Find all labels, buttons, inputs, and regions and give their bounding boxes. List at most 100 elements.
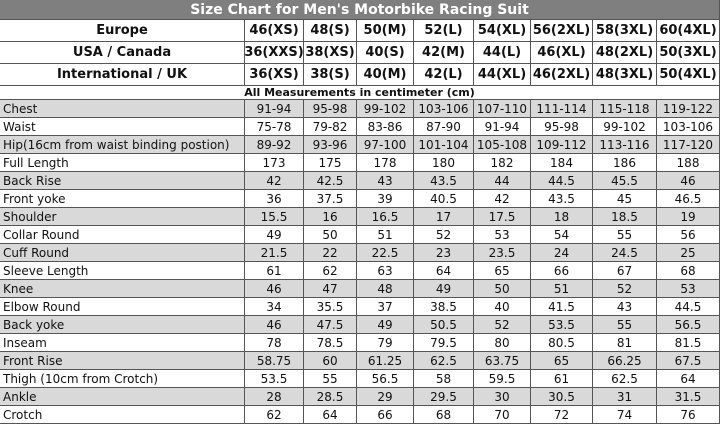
measurement-cell: 79.5 [414,334,474,352]
measurement-cell: 22.5 [357,244,414,262]
size-cell: 36(XS) [245,64,304,86]
measurement-cell: 79 [357,334,414,352]
measurement-cell: 16 [304,208,357,226]
measurement-cell: 53.5 [531,316,593,334]
size-cell: 44(XL) [474,64,531,86]
measurement-cell: 31.5 [657,388,720,406]
measurement-cell: 68 [657,262,720,280]
measurement-cell: 70 [474,406,531,424]
measurement-cell: 97-100 [357,136,414,154]
measurement-label: Ankle [0,388,245,406]
measurement-cell: 58.75 [245,352,304,370]
measurement-cell: 19 [657,208,720,226]
measurement-cell: 115-118 [593,100,657,118]
measurement-cell: 30.5 [531,388,593,406]
measurement-cell: 47.5 [304,316,357,334]
measurement-cell: 44 [474,172,531,190]
measurement-cell: 18 [531,208,593,226]
measurement-label: Full Length [0,154,245,172]
measurement-cell: 46.5 [657,190,720,208]
measurement-cell: 44.5 [531,172,593,190]
measurement-label: Back Rise [0,172,245,190]
measurement-cell: 83-86 [357,118,414,136]
measurement-cell: 99-102 [357,100,414,118]
measurement-cell: 67.5 [657,352,720,370]
size-cell: 48(2XL) [593,42,657,64]
measurement-cell: 50 [304,226,357,244]
measurement-cell: 31 [593,388,657,406]
measurement-cell: 81.5 [657,334,720,352]
measurement-cell: 50.5 [414,316,474,334]
measurement-cell: 49 [357,316,414,334]
measurement-cell: 182 [474,154,531,172]
measurement-cell: 48 [357,280,414,298]
measurement-label: Thigh (10cm from Crotch) [0,370,245,388]
measurement-label: Shoulder [0,208,245,226]
measurement-label: Front Rise [0,352,245,370]
size-cell: 56(2XL) [531,20,593,42]
measurement-cell: 109-112 [531,136,593,154]
size-cell: 50(M) [357,20,414,42]
measurement-cell: 79-82 [304,118,357,136]
measurement-cell: 66 [531,262,593,280]
size-cell: 52(L) [414,20,474,42]
size-cell: 46(XS) [245,20,304,42]
measurement-cell: 51 [531,280,593,298]
size-cell: 42(M) [414,42,474,64]
size-cell: 60(4XL) [657,20,720,42]
measurement-cell: 62.5 [593,370,657,388]
size-cell: 50(4XL) [657,64,720,86]
measurement-cell: 43.5 [531,190,593,208]
size-cell: 48(3XL) [593,64,657,86]
measurement-cell: 62 [245,406,304,424]
measurement-cell: 53 [474,226,531,244]
measurement-cell: 62.5 [414,352,474,370]
measurement-cell: 23 [414,244,474,262]
measurement-cell: 101-104 [414,136,474,154]
measurement-cell: 58 [414,370,474,388]
measurement-cell: 56 [657,226,720,244]
measurement-cell: 17 [414,208,474,226]
measurement-label: Elbow Round [0,298,245,316]
size-label: International / UK [0,64,245,86]
size-cell: 46(XL) [531,42,593,64]
measurement-cell: 38.5 [414,298,474,316]
subtitle: All Measurements in centimeter (cm) [0,86,720,100]
size-cell: 58(3XL) [593,20,657,42]
measurement-cell: 56.5 [357,370,414,388]
measurement-cell: 28 [245,388,304,406]
measurement-cell: 46 [657,172,720,190]
measurement-label: Collar Round [0,226,245,244]
measurement-cell: 23.5 [474,244,531,262]
measurement-label: Hip(16cm from waist binding postion) [0,136,245,154]
size-cell: 54(XL) [474,20,531,42]
measurement-cell: 44.5 [657,298,720,316]
measurement-cell: 40 [474,298,531,316]
measurement-cell: 47 [304,280,357,298]
measurement-cell: 113-116 [593,136,657,154]
measurement-label: Sleeve Length [0,262,245,280]
measurement-cell: 186 [593,154,657,172]
measurement-cell: 180 [414,154,474,172]
size-cell: 42(L) [414,64,474,86]
measurement-cell: 81 [593,334,657,352]
size-cell: 38(S) [304,64,357,86]
measurement-cell: 111-114 [531,100,593,118]
measurement-cell: 173 [245,154,304,172]
size-cell: 48(S) [304,20,357,42]
measurement-cell: 37 [357,298,414,316]
measurement-cell: 42.5 [304,172,357,190]
measurement-cell: 66 [357,406,414,424]
measurement-cell: 52 [593,280,657,298]
measurement-cell: 43 [593,298,657,316]
measurement-cell: 95-98 [531,118,593,136]
measurement-cell: 45.5 [593,172,657,190]
measurement-cell: 16.5 [357,208,414,226]
size-cell: 44(L) [474,42,531,64]
measurement-cell: 52 [474,316,531,334]
measurement-cell: 55 [304,370,357,388]
measurement-cell: 54 [531,226,593,244]
measurement-cell: 78 [245,334,304,352]
measurement-cell: 25 [657,244,720,262]
